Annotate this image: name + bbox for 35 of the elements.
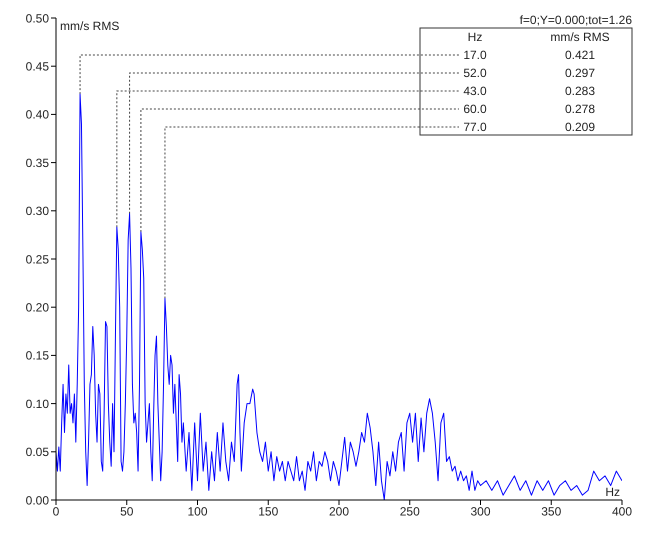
annotation: 0.421 <box>564 48 596 62</box>
annotation: 60.0 <box>463 102 487 116</box>
y-tick-label: 0.35 <box>26 156 50 170</box>
y-tick-label: 0.10 <box>26 396 50 411</box>
annotation: 52.0 <box>463 66 487 80</box>
x-tick-label: 400 <box>612 504 632 519</box>
annotation: f=0;Y=0.000;tot=1.26 <box>520 13 632 27</box>
x-tick-label: 100 <box>187 504 208 519</box>
x-axis-title: Hz <box>605 485 620 499</box>
x-tick-label: 0 <box>52 504 60 519</box>
y-tick-label: 0.25 <box>26 252 50 266</box>
x-tick-label: 250 <box>400 504 420 519</box>
y-axis-title: mm/s RMS <box>60 19 120 33</box>
y-tick-label: 0.20 <box>26 300 50 314</box>
y-tick-label: 0.30 <box>26 204 50 218</box>
annotation: 0.278 <box>564 102 596 116</box>
annotation: 17.0 <box>463 48 487 62</box>
y-tick-label: 0.00 <box>26 493 50 508</box>
y-tick-label: 0.45 <box>26 59 50 74</box>
x-tick-label: 50 <box>120 504 134 519</box>
annotation: Hz <box>468 30 482 44</box>
x-tick-label: 350 <box>541 504 562 519</box>
y-tick-label: 0.40 <box>26 108 50 122</box>
x-tick-label: 300 <box>470 504 491 519</box>
annotation: 0.209 <box>564 120 596 134</box>
y-tick-label: 0.15 <box>26 348 50 363</box>
annotation: 0.283 <box>564 84 596 98</box>
annotation: 77.0 <box>463 120 487 134</box>
annotation: mm/s RMS <box>550 30 610 44</box>
y-tick-label: 0.50 <box>26 11 50 26</box>
annotation: 43.0 <box>463 84 487 98</box>
y-tick-label: 0.05 <box>26 445 50 460</box>
annotation: 0.297 <box>564 66 596 80</box>
x-tick-label: 150 <box>258 504 279 519</box>
x-tick-label: 200 <box>328 504 350 519</box>
